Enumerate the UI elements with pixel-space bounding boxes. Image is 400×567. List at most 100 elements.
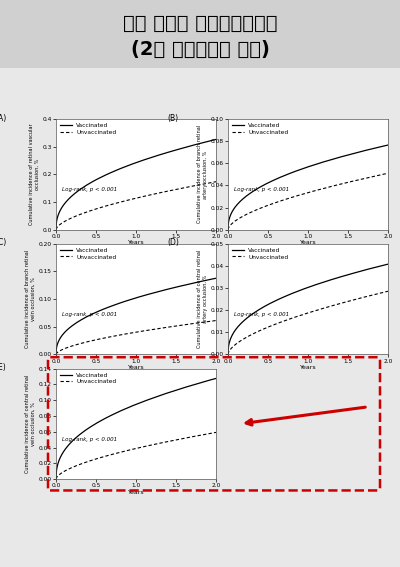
Unvaccinated bbox=[214, 429, 218, 436]
Vaccinated bbox=[54, 467, 59, 473]
Vaccinated bbox=[386, 142, 390, 149]
Unvaccinated bbox=[324, 304, 328, 311]
Unvaccinated bbox=[199, 431, 204, 438]
Unvaccinated bbox=[360, 294, 365, 301]
Vaccinated bbox=[152, 153, 156, 160]
Text: 백신 접종과 망막혈관폐쇄증: 백신 접종과 망막혈관폐쇄증 bbox=[123, 14, 277, 33]
Line: Unvaccinated: Unvaccinated bbox=[228, 174, 388, 230]
Vaccinated bbox=[226, 351, 230, 358]
Unvaccinated bbox=[226, 225, 231, 231]
Unvaccinated bbox=[54, 226, 58, 233]
X-axis label: Years: Years bbox=[128, 365, 144, 370]
Vaccinated bbox=[149, 154, 154, 161]
Unvaccinated bbox=[226, 349, 231, 356]
X-axis label: Years: Years bbox=[300, 365, 316, 370]
Vaccinated bbox=[320, 159, 325, 166]
Unvaccinated bbox=[360, 175, 365, 182]
Vaccinated bbox=[226, 343, 231, 350]
Legend: Vaccinated, Unvaccinated: Vaccinated, Unvaccinated bbox=[59, 247, 118, 261]
Text: (2년 누적발생률 비교): (2년 누적발생률 비교) bbox=[130, 40, 270, 59]
Unvaccinated bbox=[226, 351, 230, 358]
Unvaccinated bbox=[199, 181, 204, 188]
Unvaccinated bbox=[386, 288, 390, 295]
Vaccinated bbox=[360, 147, 365, 154]
Text: (B): (B) bbox=[167, 113, 178, 122]
Vaccinated bbox=[371, 145, 376, 152]
Text: (A): (A) bbox=[0, 113, 6, 122]
Line: Unvaccinated: Unvaccinated bbox=[228, 291, 388, 354]
Unvaccinated bbox=[321, 305, 326, 312]
Text: (D): (D) bbox=[167, 238, 179, 247]
Unvaccinated bbox=[149, 442, 154, 448]
Unvaccinated bbox=[148, 327, 153, 333]
Unvaccinated bbox=[149, 326, 154, 333]
Vaccinated bbox=[188, 142, 193, 149]
Unvaccinated bbox=[148, 442, 153, 448]
Text: Log-rank, p < 0.001: Log-rank, p < 0.001 bbox=[62, 437, 118, 442]
Vaccinated bbox=[320, 279, 325, 286]
Y-axis label: Cumulative incidence of branch retinal
vein occlusion, %: Cumulative incidence of branch retinal v… bbox=[25, 250, 36, 348]
X-axis label: Years: Years bbox=[128, 490, 144, 494]
Unvaccinated bbox=[226, 226, 230, 233]
Vaccinated bbox=[226, 226, 230, 233]
Text: (C): (C) bbox=[0, 238, 6, 247]
Vaccinated bbox=[54, 476, 58, 483]
Line: Unvaccinated: Unvaccinated bbox=[56, 433, 216, 479]
Vaccinated bbox=[214, 136, 218, 143]
X-axis label: Years: Years bbox=[300, 240, 316, 245]
Line: Vaccinated: Vaccinated bbox=[56, 378, 216, 479]
Vaccinated bbox=[148, 154, 153, 161]
Vaccinated bbox=[214, 375, 218, 382]
Unvaccinated bbox=[149, 191, 154, 198]
Line: Vaccinated: Vaccinated bbox=[56, 278, 216, 354]
Vaccinated bbox=[226, 219, 231, 226]
Vaccinated bbox=[324, 278, 328, 285]
Unvaccinated bbox=[199, 319, 204, 326]
Vaccinated bbox=[188, 382, 193, 389]
Unvaccinated bbox=[188, 183, 193, 190]
Unvaccinated bbox=[152, 191, 156, 197]
Vaccinated bbox=[149, 290, 154, 297]
Text: Log-rank, p < 0.001: Log-rank, p < 0.001 bbox=[62, 312, 118, 317]
Unvaccinated bbox=[324, 184, 328, 191]
Vaccinated bbox=[386, 261, 390, 268]
Vaccinated bbox=[149, 395, 154, 402]
Vaccinated bbox=[199, 379, 204, 386]
Unvaccinated bbox=[188, 320, 193, 327]
Unvaccinated bbox=[148, 192, 153, 198]
Unvaccinated bbox=[214, 317, 218, 324]
Vaccinated bbox=[199, 139, 204, 146]
Vaccinated bbox=[152, 289, 156, 296]
Line: Vaccinated: Vaccinated bbox=[228, 264, 388, 354]
Y-axis label: Cumulative incidence of central retinal
vein occlusion, %: Cumulative incidence of central retinal … bbox=[25, 375, 36, 473]
Legend: Vaccinated, Unvaccinated: Vaccinated, Unvaccinated bbox=[59, 122, 118, 136]
Unvaccinated bbox=[386, 170, 390, 177]
Vaccinated bbox=[148, 395, 153, 402]
Y-axis label: Cumulative incidence of retinal vascular
occlusion, %: Cumulative incidence of retinal vascular… bbox=[29, 124, 40, 225]
Vaccinated bbox=[321, 159, 326, 166]
Vaccinated bbox=[54, 344, 59, 351]
Line: Vaccinated: Vaccinated bbox=[56, 139, 216, 230]
Line: Unvaccinated: Unvaccinated bbox=[56, 181, 216, 230]
Unvaccinated bbox=[152, 441, 156, 448]
Unvaccinated bbox=[321, 185, 326, 192]
Unvaccinated bbox=[371, 173, 376, 180]
Unvaccinated bbox=[152, 326, 156, 333]
Unvaccinated bbox=[54, 225, 59, 231]
Unvaccinated bbox=[188, 434, 193, 441]
Legend: Vaccinated, Unvaccinated: Vaccinated, Unvaccinated bbox=[231, 247, 290, 261]
Vaccinated bbox=[214, 275, 218, 282]
Vaccinated bbox=[188, 280, 193, 287]
Vaccinated bbox=[54, 226, 58, 233]
Text: (E): (E) bbox=[0, 363, 6, 372]
Vaccinated bbox=[54, 351, 58, 358]
Unvaccinated bbox=[54, 351, 58, 358]
Unvaccinated bbox=[54, 476, 58, 483]
Vaccinated bbox=[360, 267, 365, 274]
Y-axis label: Cumulative incidence of central retinal
artery occlusion, %: Cumulative incidence of central retinal … bbox=[197, 250, 208, 348]
Unvaccinated bbox=[214, 178, 218, 185]
Vaccinated bbox=[152, 394, 156, 401]
Vaccinated bbox=[54, 218, 59, 225]
Text: Log-rank, p < 0.001: Log-rank, p < 0.001 bbox=[234, 312, 290, 317]
Legend: Vaccinated, Unvaccinated: Vaccinated, Unvaccinated bbox=[231, 122, 290, 136]
